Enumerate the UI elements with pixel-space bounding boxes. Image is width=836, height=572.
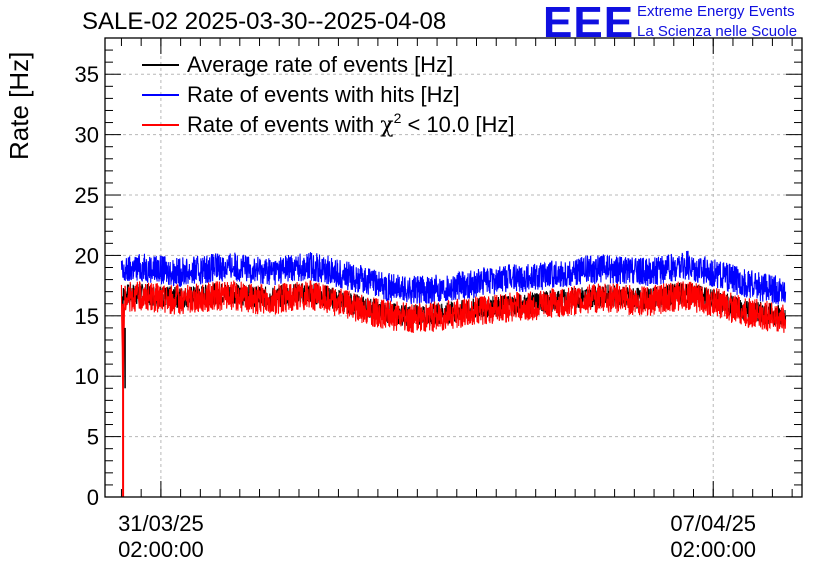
eee-logo: EEE xyxy=(543,0,635,47)
legend-label: Rate of events with χ2 < 10.0 [Hz] xyxy=(187,110,514,138)
series-line-1 xyxy=(120,250,787,305)
series-line-2 xyxy=(120,280,787,391)
chart-title: SALE-02 2025-03-30--2025-04-08 xyxy=(82,8,447,35)
legend-label: Average rate of events [Hz] xyxy=(187,52,453,77)
y-tick-label: 30 xyxy=(75,123,99,148)
y-tick-label: 35 xyxy=(75,62,99,87)
axes: 0510152025303531/03/2502:00:0007/04/2502… xyxy=(75,37,803,562)
x-tick-label-time: 02:00:00 xyxy=(118,537,204,562)
y-tick-label: 5 xyxy=(87,425,99,450)
y-tick-label: 15 xyxy=(75,304,99,329)
y-tick-label: 20 xyxy=(75,243,99,268)
logo-tagline-2: La Scienza nelle Scuole xyxy=(637,23,798,40)
x-tick-label-date: 07/04/25 xyxy=(670,511,756,536)
x-tick-label-date: 31/03/25 xyxy=(118,511,204,536)
legend: Average rate of events [Hz] Rate of event… xyxy=(142,52,514,138)
y-tick-label: 0 xyxy=(87,485,99,510)
series-group xyxy=(120,250,787,497)
plot-frame xyxy=(104,37,803,498)
y-tick-label: 10 xyxy=(75,364,99,389)
legend-label: Rate of events with hits [Hz] xyxy=(187,82,460,107)
logo-tagline-1: Extreme Energy Events xyxy=(637,3,795,20)
y-tick-label: 25 xyxy=(75,183,99,208)
x-tick-label-time: 02:00:00 xyxy=(670,537,756,562)
